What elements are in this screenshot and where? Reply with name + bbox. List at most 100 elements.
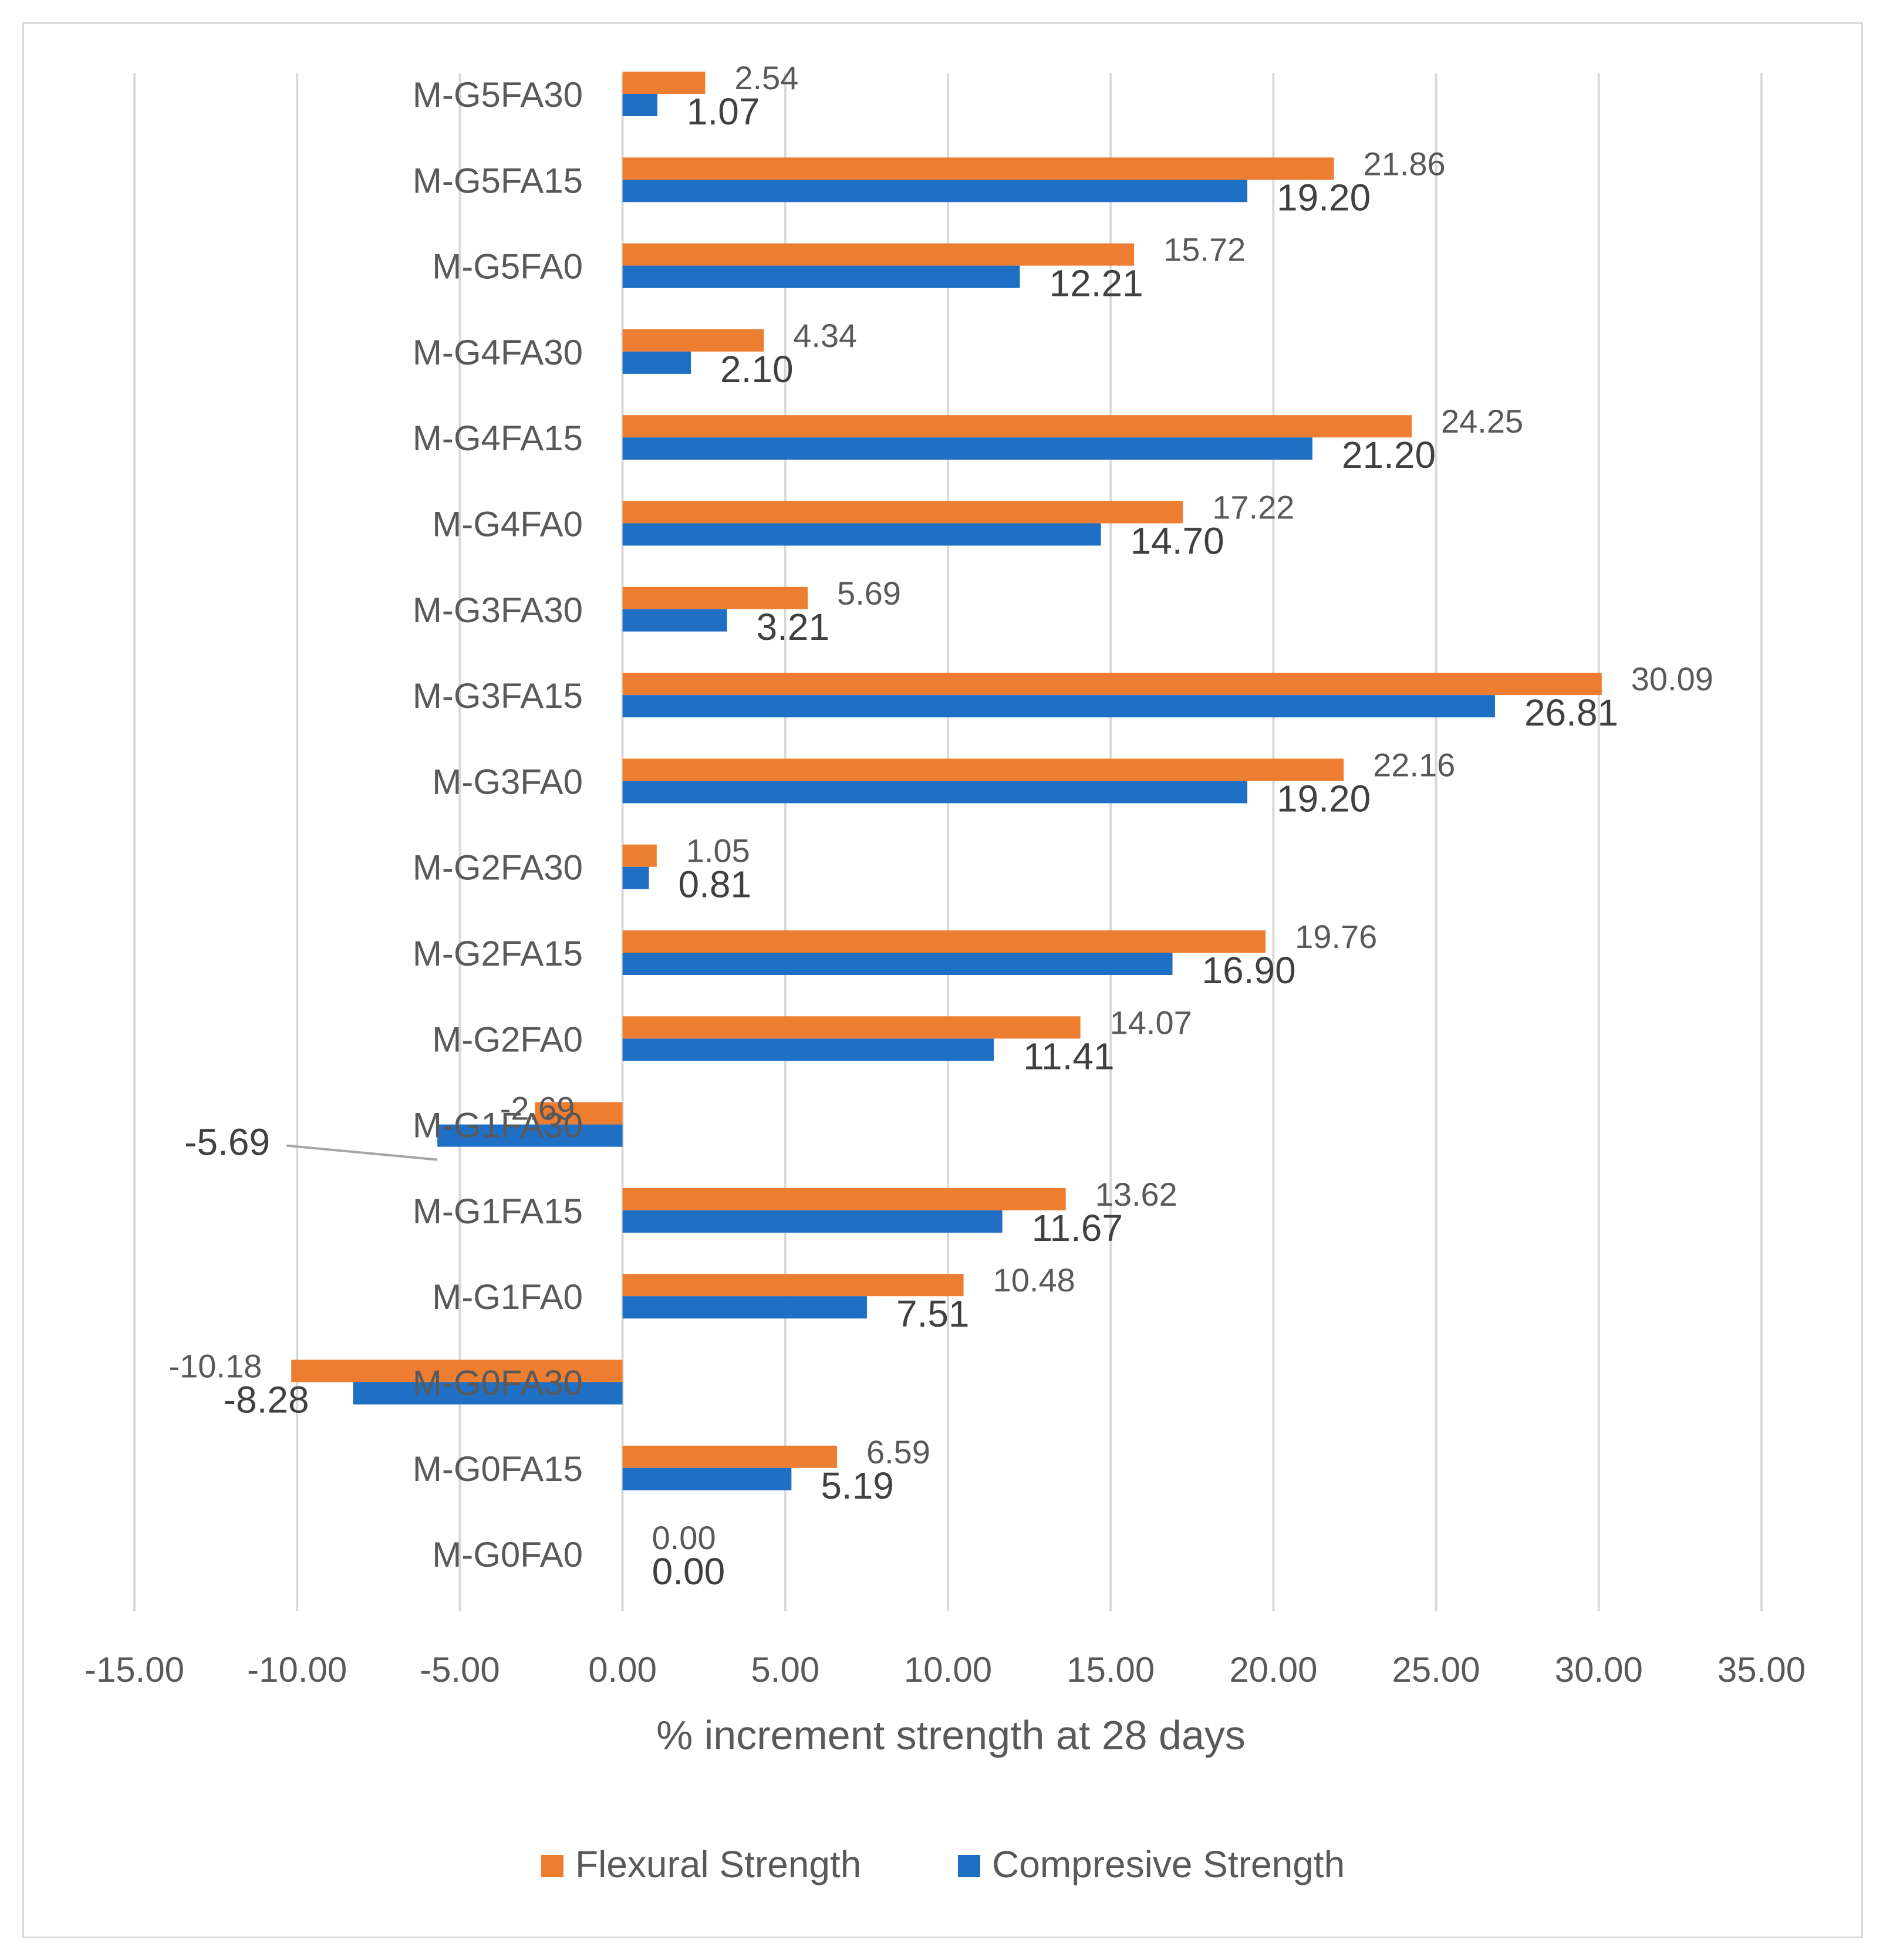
compressive-bar-M-G4FA15 (622, 437, 1312, 460)
bars (291, 72, 1602, 1490)
x-axis-title: % increment strength at 28 days (656, 1712, 1246, 1758)
category-label: M-G5FA30 (413, 75, 583, 114)
flexural-label-M-G0FA15: 6.59 (866, 1433, 930, 1470)
compressive-bar-M-G2FA15 (622, 953, 1173, 975)
compressive-label-M-G0FA15: 5.19 (821, 1465, 894, 1507)
compressive-bar-M-G5FA15 (622, 180, 1248, 203)
category-label: M-G1FA0 (432, 1277, 583, 1317)
compressive-bar-M-G1FA0 (622, 1296, 867, 1319)
compressive-label-M-G4FA30: 2.10 (720, 348, 794, 390)
flexural-bar-M-G1FA0 (622, 1274, 964, 1297)
compressive-label-M-G2FA30: 0.81 (679, 863, 752, 906)
category-label: M-G2FA30 (413, 848, 583, 888)
compressive-bar-M-G5FA30 (622, 94, 657, 116)
category-label: M-G3FA30 (413, 591, 583, 630)
flexural-label-M-G4FA30: 4.34 (793, 317, 857, 354)
flexural-bar-M-G5FA0 (622, 243, 1135, 266)
flexural-label-M-G3FA30: 5.69 (837, 575, 901, 612)
category-labels: M-G5FA30 M-G5FA15 M-G5FA0 M-G4FA30 M-G4FA15 M… (413, 75, 583, 1574)
flexural-bar-M-G1FA30 (535, 1102, 623, 1125)
category-label: M-G4FA30 (413, 333, 583, 372)
flexural-label-M-G0FA30: -10.18 (168, 1348, 262, 1385)
compressive-bar-M-G0FA15 (622, 1468, 792, 1490)
category-label: M-G0FA0 (432, 1535, 583, 1574)
category-label: M-G0FA30 (413, 1364, 583, 1403)
flexural-bar-M-G2FA30 (622, 844, 657, 867)
x-tick-labels: -15.00 -10.00 -5.00 0.00 5.00 10.00 15.00 20.00… (85, 1650, 1806, 1689)
compressive-bar-M-G2FA30 (622, 866, 649, 889)
x-tick-label: 0.00 (588, 1650, 657, 1689)
compressive-bar-M-G0FA30 (353, 1382, 623, 1405)
flexural-label-M-G1FA15: 13.62 (1095, 1176, 1177, 1213)
compressive-bar-M-G3FA15 (622, 695, 1495, 718)
flexural-bar-M-G0FA30 (291, 1359, 623, 1382)
flexural-label-M-G4FA15: 24.25 (1441, 403, 1523, 440)
category-label: M-G0FA15 (413, 1449, 583, 1489)
legend-label-compressive: Compresive Strength (992, 1843, 1345, 1885)
category-label: M-G4FA15 (413, 419, 583, 458)
x-tick-label: 15.00 (1067, 1650, 1155, 1689)
compressive-label-M-G4FA0: 14.70 (1131, 520, 1224, 562)
flexural-label-M-G0FA0: 0.00 (652, 1519, 716, 1556)
flexural-label-M-G5FA30: 2.54 (734, 59, 798, 96)
compressive-label-M-G3FA0: 19.20 (1277, 777, 1371, 819)
category-label: M-G3FA0 (432, 762, 583, 801)
compressive-label-M-G3FA30: 3.21 (757, 606, 830, 648)
data-labels: 2.541.0721.8619.2015.7212.214.342.1024.2… (168, 59, 1713, 1593)
compressive-label-M-G0FA0: 0.00 (652, 1550, 725, 1593)
legend: Flexural Strength Compresive Strength (541, 1843, 1345, 1885)
x-tick-label: -5.00 (420, 1650, 500, 1689)
category-label: M-G3FA15 (413, 676, 583, 716)
compressive-label-M-G5FA30: 1.07 (687, 90, 760, 133)
compressive-bar-M-G1FA15 (622, 1210, 1003, 1233)
compressive-label-M-G2FA15: 16.90 (1202, 949, 1296, 991)
flexural-label-M-G2FA15: 19.76 (1295, 918, 1377, 955)
flexural-bar-M-G4FA30 (622, 329, 764, 352)
legend-swatch-flexural (541, 1855, 563, 1877)
x-tick-label: -10.00 (247, 1650, 347, 1689)
compressive-bar-M-G5FA0 (622, 265, 1020, 288)
legend-label-flexural: Flexural Strength (575, 1843, 861, 1885)
compressive-label-M-G5FA0: 12.21 (1050, 262, 1143, 305)
flexural-label-M-G4FA0: 17.22 (1212, 489, 1294, 526)
legend-swatch-compressive (958, 1855, 980, 1877)
flexural-label-M-G3FA15: 30.09 (1631, 660, 1713, 697)
flexural-label-M-G2FA0: 14.07 (1110, 1004, 1192, 1041)
compressive-bar-M-G3FA0 (622, 781, 1248, 804)
flexural-bar-M-G4FA15 (622, 415, 1412, 438)
compressive-bar-M-G4FA0 (622, 523, 1101, 546)
gridlines (133, 73, 1763, 1611)
category-label: M-G1FA30 (413, 1106, 583, 1145)
flexural-label-M-G1FA0: 10.48 (993, 1261, 1075, 1298)
compressive-label-M-G5FA15: 19.20 (1277, 176, 1371, 218)
flexural-label-M-G2FA30: 1.05 (686, 832, 750, 869)
compressive-bar-M-G4FA30 (622, 351, 691, 374)
x-tick-label: 10.00 (904, 1650, 992, 1689)
leader-line (286, 1144, 438, 1161)
chart-frame (22, 22, 1863, 1938)
compressive-label-M-G3FA15: 26.81 (1524, 691, 1618, 734)
category-label: M-G2FA15 (413, 934, 583, 973)
flexural-bar-M-G0FA15 (622, 1445, 837, 1468)
category-label: M-G5FA15 (413, 161, 583, 200)
flexural-bar-M-G3FA15 (622, 673, 1602, 696)
category-label: M-G2FA0 (432, 1020, 583, 1059)
x-tick-label: 5.00 (751, 1650, 819, 1689)
x-tick-label: 35.00 (1717, 1650, 1806, 1689)
flexural-bar-M-G4FA0 (622, 501, 1183, 524)
flexural-label-M-G5FA15: 21.86 (1364, 145, 1446, 182)
flexural-bar-M-G3FA0 (622, 758, 1344, 781)
flexural-label-M-G1FA30: -2.69 (500, 1090, 575, 1127)
compressive-bar-M-G2FA0 (622, 1038, 994, 1061)
flexural-bar-M-G2FA15 (622, 930, 1266, 953)
category-label: M-G1FA15 (413, 1192, 583, 1231)
x-tick-label: 20.00 (1229, 1650, 1317, 1689)
compressive-label-M-G4FA15: 21.20 (1342, 434, 1436, 476)
category-label: M-G5FA0 (432, 247, 583, 286)
flexural-label-M-G3FA0: 22.16 (1373, 746, 1455, 783)
flexural-bar-M-G1FA15 (622, 1188, 1066, 1210)
compressive-label-M-G1FA0: 7.51 (896, 1293, 970, 1335)
flexural-bar-M-G2FA0 (622, 1016, 1081, 1039)
flexural-bar-M-G5FA15 (622, 157, 1334, 180)
